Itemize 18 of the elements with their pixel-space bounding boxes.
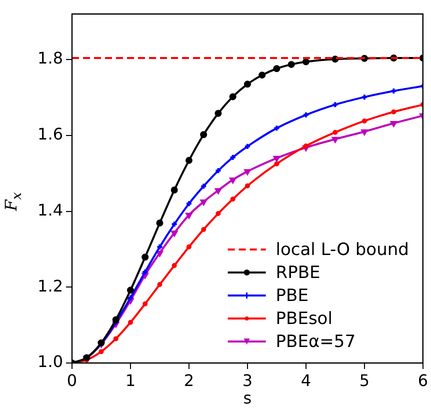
legend-label: PBE — [276, 286, 308, 306]
x-tick-label: 4 — [300, 370, 312, 390]
legend-label: local L-O bound — [276, 240, 409, 260]
y-tick-label: 1.2 — [38, 276, 63, 296]
x-tick-label: 3 — [242, 370, 253, 390]
y-tick-label: 1.6 — [38, 124, 63, 144]
y-tick-label: 1.8 — [38, 48, 63, 68]
x-tick-label: 2 — [184, 370, 194, 390]
x-tick-label: 5 — [359, 370, 370, 390]
x-axis-title: s — [243, 388, 252, 408]
legend-label: RPBE — [276, 262, 320, 283]
x-tick-label: 6 — [418, 370, 428, 390]
legend-label: PBEsol — [276, 308, 332, 329]
y-tick-label: 1.4 — [38, 200, 63, 220]
legend-label: PBEα=57 — [276, 332, 356, 352]
x-tick-label: 0 — [66, 370, 78, 390]
y-tick-label: 1.0 — [38, 352, 63, 372]
x-tick-label: 1 — [125, 370, 136, 390]
